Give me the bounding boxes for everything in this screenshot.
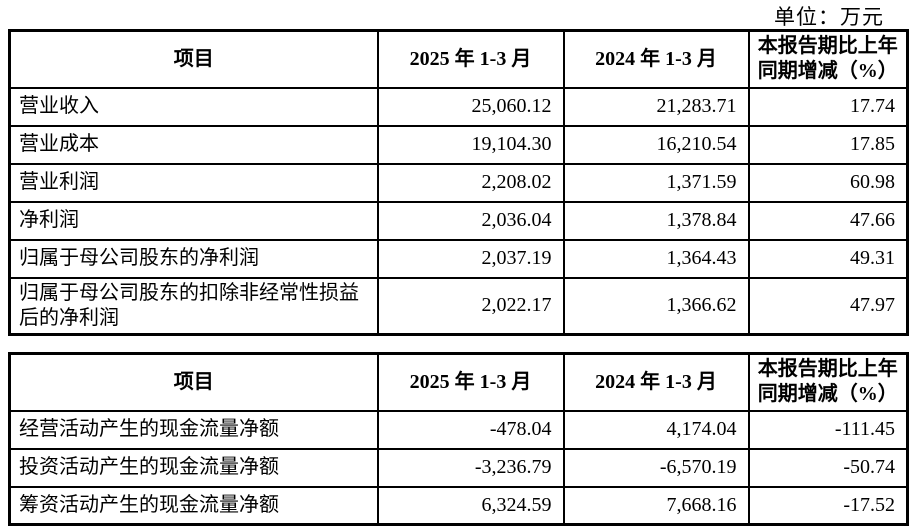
column-header-change: 本报告期比上年同期增减（%）: [747, 352, 909, 412]
value-2025: 2,208.02: [376, 162, 565, 203]
table-row: 筹资活动产生的现金流量净额 6,324.59 7,668.16 -17.52: [8, 485, 909, 526]
change-percent: 60.98: [747, 162, 909, 203]
change-percent: 17.85: [747, 124, 909, 165]
column-header-2025: 2025 年 1-3 月: [376, 352, 565, 412]
row-label: 营业成本: [8, 124, 379, 165]
value-2024: -6,570.19: [562, 447, 750, 488]
change-percent: -111.45: [747, 409, 909, 450]
table-row: 营业利润 2,208.02 1,371.59 60.98: [8, 162, 909, 203]
value-2024: 1,364.43: [562, 238, 750, 279]
row-label: 营业利润: [8, 162, 379, 203]
value-2025: -478.04: [376, 409, 565, 450]
column-header-2024: 2024 年 1-3 月: [562, 352, 750, 412]
financial-summary-table: 项目 2025 年 1-3 月 2024 年 1-3 月 本报告期比上年同期增减…: [8, 29, 909, 336]
value-2024: 1,371.59: [562, 162, 750, 203]
row-label: 投资活动产生的现金流量净额: [8, 447, 379, 488]
change-percent: 47.97: [747, 276, 909, 335]
header-row: 项目 2025 年 1-3 月 2024 年 1-3 月 本报告期比上年同期增减…: [8, 352, 909, 412]
value-2025: 6,324.59: [376, 485, 565, 526]
change-percent: -17.52: [747, 485, 909, 526]
row-label: 净利润: [8, 200, 379, 241]
value-2025: -3,236.79: [376, 447, 565, 488]
header-row: 项目 2025 年 1-3 月 2024 年 1-3 月 本报告期比上年同期增减…: [8, 29, 909, 89]
value-2025: 19,104.30: [376, 124, 565, 165]
column-header-item: 项目: [8, 29, 379, 89]
value-2025: 2,022.17: [376, 276, 565, 335]
column-header-change: 本报告期比上年同期增减（%）: [747, 29, 909, 89]
row-label: 归属于母公司股东的扣除非经常性损益后的净利润: [8, 276, 379, 335]
table-row: 营业成本 19,104.30 16,210.54 17.85: [8, 124, 909, 165]
change-percent: -50.74: [747, 447, 909, 488]
change-percent: 47.66: [747, 200, 909, 241]
value-2024: 4,174.04: [562, 409, 750, 450]
value-2024: 7,668.16: [562, 485, 750, 526]
value-2025: 2,037.19: [376, 238, 565, 279]
value-2024: 16,210.54: [562, 124, 750, 165]
value-2025: 25,060.12: [376, 86, 565, 127]
table-row: 归属于母公司股东的净利润 2,037.19 1,364.43 49.31: [8, 238, 909, 279]
unit-label: 单位：万元: [774, 5, 884, 29]
table-row: 投资活动产生的现金流量净额 -3,236.79 -6,570.19 -50.74: [8, 447, 909, 488]
table-row: 净利润 2,036.04 1,378.84 47.66: [8, 200, 909, 241]
column-header-2025: 2025 年 1-3 月: [376, 29, 565, 89]
value-2024: 21,283.71: [562, 86, 750, 127]
table-row: 营业收入 25,060.12 21,283.71 17.74: [8, 86, 909, 127]
value-2024: 1,378.84: [562, 200, 750, 241]
change-percent: 17.74: [747, 86, 909, 127]
row-label: 筹资活动产生的现金流量净额: [8, 485, 379, 526]
column-header-2024: 2024 年 1-3 月: [562, 29, 750, 89]
cash-flow-table: 项目 2025 年 1-3 月 2024 年 1-3 月 本报告期比上年同期增减…: [8, 352, 909, 526]
row-label: 经营活动产生的现金流量净额: [8, 409, 379, 450]
value-2024: 1,366.62: [562, 276, 750, 335]
table-row: 经营活动产生的现金流量净额 -478.04 4,174.04 -111.45: [8, 409, 909, 450]
row-label: 营业收入: [8, 86, 379, 127]
value-2025: 2,036.04: [376, 200, 565, 241]
column-header-item: 项目: [8, 352, 379, 412]
change-percent: 49.31: [747, 238, 909, 279]
table-row: 归属于母公司股东的扣除非经常性损益后的净利润 2,022.17 1,366.62…: [8, 276, 909, 335]
row-label: 归属于母公司股东的净利润: [8, 238, 379, 279]
